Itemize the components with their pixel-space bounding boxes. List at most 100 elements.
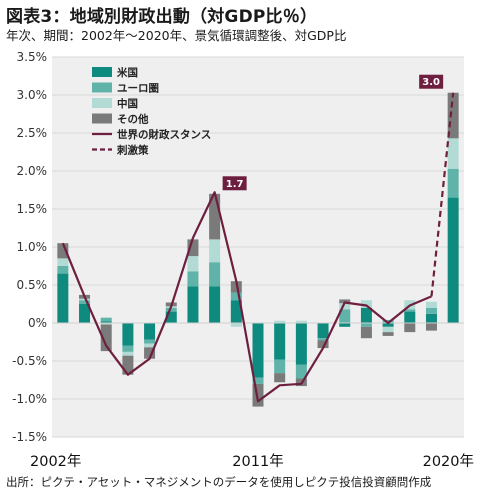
y-tick-label: 1.5% — [17, 202, 48, 216]
bar-other-2015 — [339, 299, 351, 304]
bar-china-2005 — [122, 351, 134, 356]
bar-euro-2010 — [230, 292, 242, 301]
y-tick-label: 2.0% — [17, 164, 48, 178]
bar-us-2020 — [447, 197, 459, 323]
callouts: 1.7 3.0 — [222, 74, 444, 191]
bar-china-2010 — [230, 323, 242, 327]
bar-other-2019 — [425, 323, 437, 331]
lines — [61, 92, 455, 403]
bar-other-2004 — [100, 324, 112, 352]
bar-us-2002 — [57, 273, 69, 323]
bar-china-2019 — [425, 301, 437, 308]
bar-euro-2007 — [165, 307, 177, 312]
bar-us-2016 — [360, 307, 372, 323]
bar-other-2008 — [187, 239, 199, 257]
chart-subtitle: 年次、期間：2002年～2020年、景気循環調整後、対GDP比 — [6, 28, 347, 43]
x-tick-label: 2011年 — [232, 453, 283, 470]
bar-china-2017 — [382, 326, 394, 333]
legend-label-stimulus: 刺激策 — [116, 144, 149, 157]
legend-swatch-other — [92, 113, 112, 124]
bar-us-2017 — [382, 323, 394, 327]
bar-other-2020 — [447, 92, 459, 139]
bar-us-2014 — [317, 323, 329, 339]
bar-us-2009 — [209, 286, 221, 323]
bar-euro-2012 — [274, 359, 286, 374]
legend-label-world: 世界の財政スタンス — [117, 128, 211, 141]
bar-china-2008 — [187, 256, 199, 272]
bar-euro-2002 — [57, 266, 69, 274]
bar-china-2003 — [79, 298, 91, 301]
y-tick-label: 1.0% — [17, 240, 48, 254]
bar-china-2004 — [100, 323, 112, 325]
bar-china-2002 — [57, 258, 69, 266]
y-tick-label: 3.5% — [17, 50, 48, 64]
bar-other-2002 — [57, 243, 69, 259]
bar-us-2007 — [165, 311, 177, 323]
y-tick-label: 2.5% — [17, 126, 48, 140]
bar-euro-2003 — [79, 300, 91, 304]
legend-label-euro: ユーロ圏 — [117, 83, 159, 95]
legend-swatch-us — [92, 67, 112, 77]
bar-us-2004 — [100, 321, 112, 323]
bar-euro-2009 — [209, 262, 221, 287]
bar-us-2003 — [79, 304, 91, 323]
bar-china-2013 — [295, 320, 307, 323]
page-title: 図表3：地域別財政出動（対GDP比％） — [6, 7, 318, 27]
legend-label-us: 米国 — [116, 66, 138, 79]
bar-other-2005 — [122, 355, 134, 375]
x-tick-label: 2002年 — [30, 453, 81, 470]
bar-us-2006 — [144, 323, 156, 340]
bar-euro-2004 — [100, 317, 112, 322]
x-axis: 2002年 2011年 2020年 — [30, 453, 474, 470]
source-note: 出所：ピクテ・アセット・マネジメントのデータを使用しピクテ投信投資顧問作成 — [6, 475, 432, 489]
bar-us-2019 — [425, 313, 437, 323]
bar-china-2006 — [144, 343, 156, 348]
bar-us-2013 — [295, 323, 307, 365]
bar-us-2015 — [339, 323, 351, 327]
y-tick-label: -1.0% — [12, 392, 47, 406]
y-tick-label: 0% — [28, 316, 47, 330]
bar-china-2016 — [360, 300, 372, 308]
callout-box — [419, 74, 444, 89]
bar-euro-2011 — [252, 377, 264, 384]
legend-swatch-china — [92, 98, 112, 108]
bar-euro-2017 — [382, 319, 394, 323]
bar-china-2015 — [339, 303, 351, 310]
callout-label: 1.7 — [226, 179, 244, 190]
bar-euro-2015 — [339, 309, 351, 323]
bar-euro-2006 — [144, 339, 156, 344]
y-tick-label: 0.5% — [17, 278, 48, 292]
bar-other-2017 — [382, 332, 394, 336]
bar-us-2018 — [404, 311, 416, 323]
bar-euro-2018 — [404, 309, 416, 312]
legend-label-other: その他 — [117, 113, 149, 126]
bar-us-2012 — [274, 323, 286, 360]
bar-other-2012 — [274, 373, 286, 383]
bar-other-2018 — [404, 323, 416, 333]
bar-other-2009 — [209, 193, 221, 240]
bar-euro-2013 — [295, 364, 307, 379]
legend-label-china: 中国 — [117, 97, 138, 110]
callout-box — [222, 176, 247, 191]
bar-china-2009 — [209, 239, 221, 263]
bar-other-2016 — [360, 326, 372, 339]
bar-euro-2016 — [360, 323, 372, 327]
bar-euro-2019 — [425, 307, 437, 314]
bar-us-2005 — [122, 323, 134, 346]
bar-euro-2014 — [317, 338, 329, 341]
bar-euro-2020 — [447, 168, 459, 198]
bar-other-2014 — [317, 340, 329, 349]
bar-euro-2008 — [187, 271, 199, 287]
bar-us-2008 — [187, 286, 199, 323]
line-stimulus — [430, 92, 455, 297]
bar-china-2020 — [447, 138, 459, 169]
bar-us-2011 — [252, 323, 264, 378]
bar-us-2010 — [230, 300, 242, 323]
y-tick-label: 3.0% — [17, 88, 48, 102]
x-tick-label: 2020年 — [423, 453, 474, 470]
line-world-fiscal-stance — [61, 191, 432, 403]
bar-euro-2005 — [122, 345, 134, 352]
bar-other-2006 — [144, 347, 156, 359]
